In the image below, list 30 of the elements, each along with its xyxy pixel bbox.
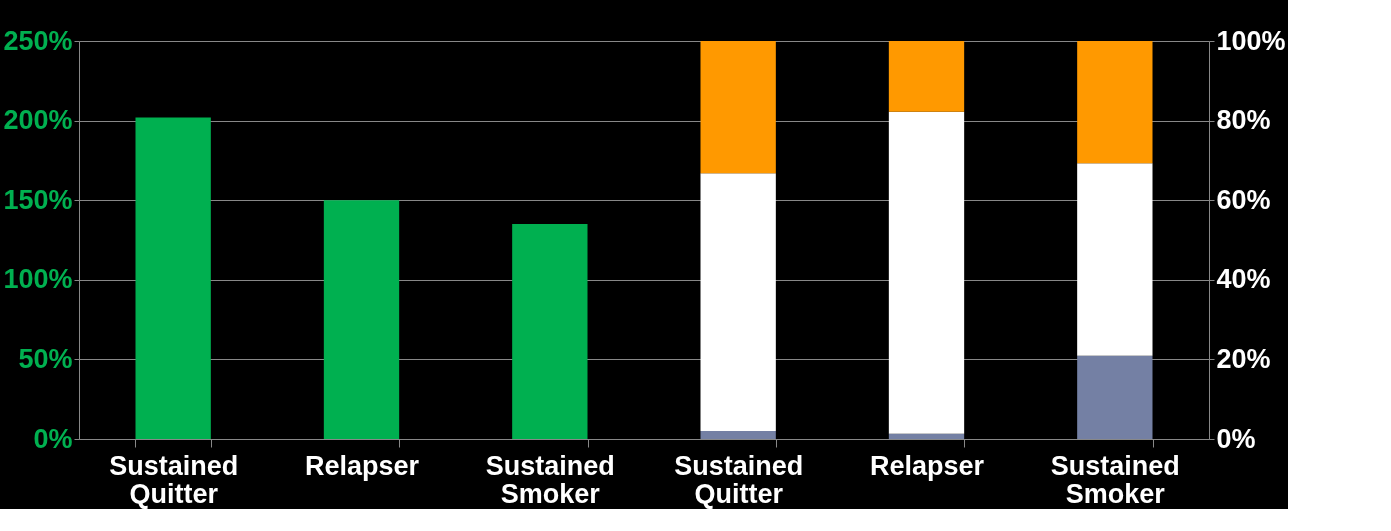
y-tick-label: 100%	[3, 264, 73, 295]
y-tick-label: 50%	[18, 343, 73, 374]
x-tick-label: Sustained Quitter	[674, 450, 804, 509]
y-tick-label: 250%	[3, 25, 73, 56]
bar	[1077, 41, 1153, 164]
bar	[888, 433, 965, 439]
bar	[700, 173, 776, 432]
bar	[888, 41, 965, 112]
y2-tick-label: 0%	[1216, 423, 1256, 454]
bar	[1077, 355, 1153, 439]
y-tick-label: 200%	[3, 105, 73, 136]
bar	[135, 117, 211, 439]
y2-tick-label: 20%	[1216, 343, 1271, 374]
x-tick-label: Relapser	[304, 450, 420, 481]
x-tick-label: Sustained Smoker	[485, 450, 615, 509]
bar	[1077, 163, 1153, 356]
bar	[323, 200, 400, 439]
y2-tick-label: 80%	[1216, 105, 1271, 136]
bar	[512, 224, 588, 439]
bar	[700, 41, 776, 174]
y-tick-label: 150%	[3, 184, 73, 215]
y2-tick-label: 100%	[1216, 25, 1286, 56]
bar	[888, 111, 965, 434]
x-tick-label: Sustained Smoker	[1050, 450, 1180, 509]
bar	[700, 431, 776, 439]
y2-tick-label: 60%	[1216, 184, 1271, 215]
x-tick-label: Sustained Quitter	[109, 450, 239, 509]
x-tick-label: Relapser	[869, 450, 985, 481]
y-tick-label: 0%	[33, 423, 73, 454]
y2-tick-label: 40%	[1216, 264, 1271, 295]
